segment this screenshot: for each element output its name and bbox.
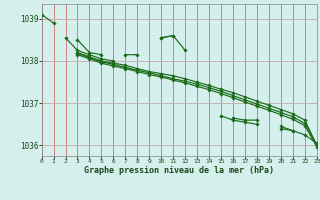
X-axis label: Graphe pression niveau de la mer (hPa): Graphe pression niveau de la mer (hPa) bbox=[84, 166, 274, 175]
